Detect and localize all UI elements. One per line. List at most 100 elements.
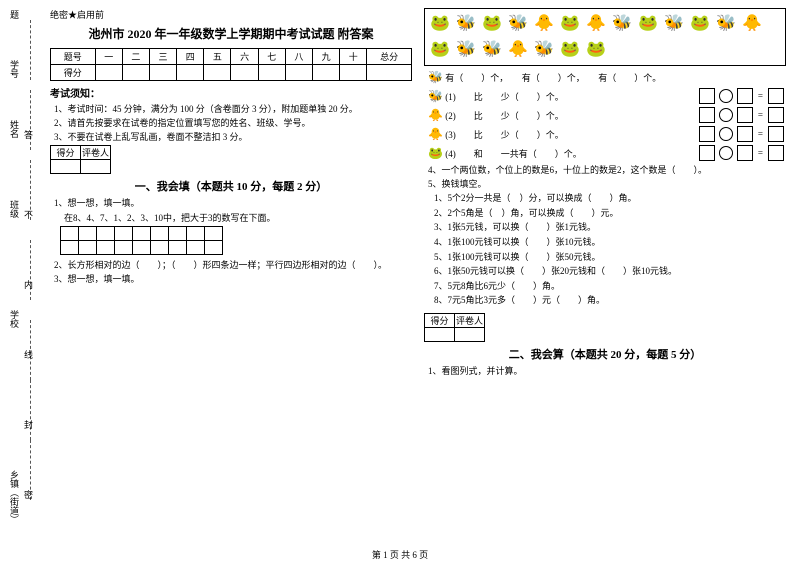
cell[interactable] [204, 65, 231, 81]
mini-cell[interactable] [81, 160, 111, 174]
count-line: 🐝 有（ ）个， 有（ ）个， 有（ ）个。 [428, 70, 786, 85]
answer-box[interactable] [699, 107, 715, 123]
cell[interactable] [313, 65, 340, 81]
cell[interactable] [231, 65, 258, 81]
equals: = [758, 148, 763, 158]
section1-title: 一、我会填（本题共 10 分，每题 2 分） [50, 178, 412, 194]
right-column: 🐸 🐝 🐸 🐝 🐥 🐸 🐥 🐝 🐸 🐝 🐸 🐝 🐥 🐸 🐝 🐝 🐥 🐝 🐸 [418, 8, 792, 565]
equals: = [758, 110, 763, 120]
cmp-row-1: 🐝 (1) 比 少（ ）个。 = [428, 88, 786, 104]
side-label: 学校 [8, 310, 21, 328]
answer-box[interactable] [737, 145, 753, 161]
frog-icon: 🐸 [429, 39, 451, 61]
answer-box[interactable] [768, 88, 784, 104]
answer-box[interactable] [768, 126, 784, 142]
side-label: 内 [22, 280, 35, 289]
mini-h: 得分 [51, 146, 81, 160]
q5-6: 6、1张50元钱可以换（ ）张20元钱和（ ）张10元钱。 [434, 265, 786, 278]
cmp-row-4: 🐸 (4) 和 一共有（ ）个。 = [428, 145, 786, 161]
frog-icon: 🐸 [428, 146, 443, 160]
side-label: 密 [22, 490, 35, 499]
score-table: 题号 一 二 三 四 五 六 七 八 九 十 总分 得分 [50, 48, 412, 81]
q2: 2、长方形相对的边（ ）；（ ）形四条边一样；平行四边形相对的边（ ）。 [54, 259, 412, 271]
q5-4: 4、1张100元钱可以换（ ）张10元钱。 [434, 236, 786, 249]
answer-box[interactable] [699, 126, 715, 142]
op-circle[interactable] [719, 127, 733, 141]
dotline [30, 90, 31, 150]
th: 八 [285, 49, 312, 65]
cmp-text: (4) 和 一共有（ ）个。 [445, 149, 582, 159]
q5-7: 7、5元8角比6元少（ ）角。 [434, 280, 786, 293]
score-mini: 得分 评卷人 [50, 145, 111, 174]
op-circle[interactable] [719, 89, 733, 103]
side-label: 学号 [8, 60, 21, 78]
answer-box[interactable] [699, 88, 715, 104]
side-label: 不 [22, 210, 35, 219]
answer-box[interactable] [737, 126, 753, 142]
mini-cell[interactable] [455, 328, 485, 342]
dotline [30, 240, 31, 300]
cell[interactable] [367, 65, 412, 81]
bee-icon: 🐝 [715, 13, 737, 35]
cell[interactable] [122, 65, 149, 81]
cell[interactable] [95, 65, 122, 81]
answer-box[interactable] [699, 145, 715, 161]
cmp-text: (2) 比 少（ ）个。 [445, 111, 564, 121]
exam-page: 题 学号 姓名 答 班级 不 内 学校 线 封 乡镇（街道） 密 绝密★启用前 … [0, 0, 800, 565]
frog-icon: 🐸 [559, 13, 581, 35]
th: 七 [258, 49, 285, 65]
bee-icon: 🐝 [428, 70, 443, 84]
bee-icon: 🐝 [507, 13, 529, 35]
q4: 4、一个两位数，个位上的数是6，十位上的数是2，这个数是（ ）。 [428, 164, 786, 176]
mini-cell[interactable] [425, 328, 455, 342]
cell[interactable] [177, 65, 204, 81]
answer-grid[interactable] [60, 226, 223, 255]
q5-5: 5、1张100元钱可以换（ ）张50元钱。 [434, 251, 786, 264]
bee-icon: 🐝 [611, 13, 633, 35]
side-label: 班级 [8, 200, 21, 218]
left-column: 绝密★启用前 池州市 2020 年一年级数学上学期期中考试试题 附答案 题号 一… [44, 8, 418, 565]
frog-icon: 🐸 [559, 39, 581, 61]
q5-1: 1、5个2分一共是（ ）分，可以换成（ ）角。 [434, 192, 786, 205]
th: 十 [340, 49, 367, 65]
th: 一 [95, 49, 122, 65]
th: 二 [122, 49, 149, 65]
answer-box[interactable] [737, 107, 753, 123]
bee-icon: 🐝 [481, 39, 503, 61]
op-circle[interactable] [719, 146, 733, 160]
count-text: 有（ ）个， 有（ ）个， 有（ ）个。 [445, 73, 661, 83]
chick-icon: 🐥 [428, 127, 443, 141]
th: 九 [313, 49, 340, 65]
cell[interactable] [149, 65, 176, 81]
side-label: 题 [8, 10, 21, 19]
answer-box[interactable] [768, 145, 784, 161]
chick-icon: 🐥 [507, 39, 529, 61]
cell[interactable] [285, 65, 312, 81]
cell[interactable] [258, 65, 285, 81]
cell[interactable] [340, 65, 367, 81]
notice-item: 2、请首先按要求在试卷的指定位置填写您的姓名、班级、学号。 [54, 117, 412, 129]
cmp-text: (3) 比 少（ ）个。 [445, 130, 564, 140]
mini-h: 评卷人 [81, 146, 111, 160]
th: 三 [149, 49, 176, 65]
answer-box[interactable] [737, 88, 753, 104]
bee-icon: 🐝 [663, 13, 685, 35]
answer-box[interactable] [768, 107, 784, 123]
equals: = [758, 129, 763, 139]
exam-title: 池州市 2020 年一年级数学上学期期中考试试题 附答案 [50, 25, 412, 42]
th: 六 [231, 49, 258, 65]
side-label: 乡镇（街道） [8, 470, 21, 524]
bee-icon: 🐝 [428, 89, 443, 103]
side-label: 答 [22, 130, 35, 139]
op-circle[interactable] [719, 108, 733, 122]
q5-8: 8、7元5角比3元多（ ）元（ ）角。 [434, 294, 786, 307]
chick-icon: 🐥 [533, 13, 555, 35]
notice-title: 考试须知： [50, 85, 412, 100]
mini-cell[interactable] [51, 160, 81, 174]
q1a: 1、想一想，填一填。 [54, 197, 412, 209]
bee-icon: 🐝 [455, 39, 477, 61]
q1b: 在8、4、7、1、2、3、10中，把大于3的数写在下面。 [64, 212, 412, 224]
s2q1: 1、看图列式，并计算。 [428, 365, 786, 377]
frog-icon: 🐸 [481, 13, 503, 35]
th: 五 [204, 49, 231, 65]
